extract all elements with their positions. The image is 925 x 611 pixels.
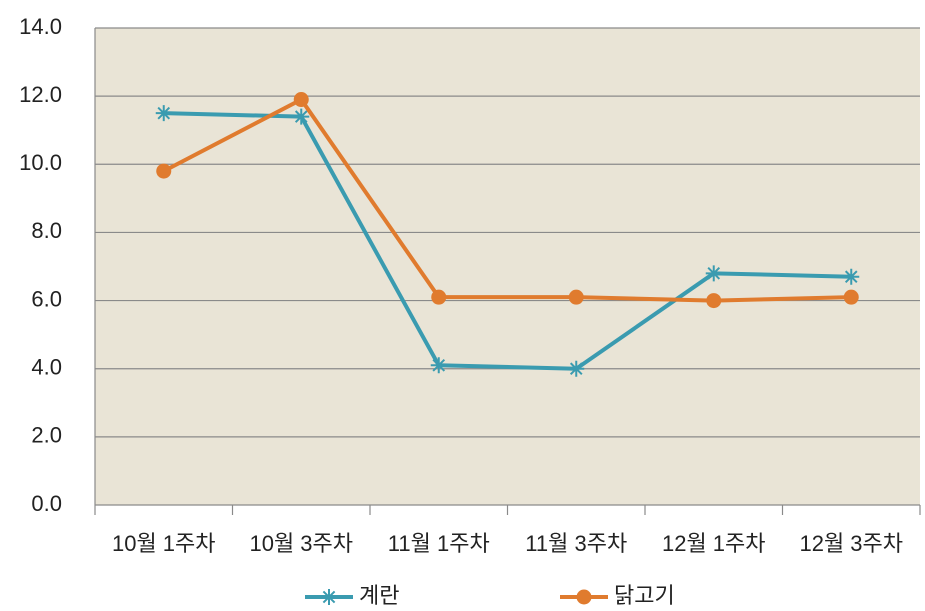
marker — [568, 289, 584, 305]
marker — [568, 360, 585, 377]
marker — [705, 265, 722, 282]
x-tick-label: 10월 1주차 — [112, 531, 216, 556]
series-line — [162, 97, 852, 303]
x-tick-label: 12월 3주차 — [799, 531, 903, 556]
x-tick-label: 10월 3주차 — [249, 531, 353, 556]
x-tick-label: 11월 3주차 — [525, 531, 627, 556]
y-tick-label: 12.0 — [19, 82, 62, 107]
y-tick-label: 2.0 — [31, 423, 62, 448]
legend-label: 계란 — [359, 583, 399, 608]
marker — [156, 163, 172, 179]
marker — [430, 357, 447, 374]
marker — [293, 92, 309, 108]
legend-label: 닭고기 — [614, 583, 675, 608]
plot-area — [95, 28, 920, 505]
x-tick-label: 12월 1주차 — [662, 531, 766, 556]
y-tick-label: 10.0 — [19, 150, 62, 175]
x-tick-label: 11월 1주차 — [388, 531, 490, 556]
y-tick-label: 0.0 — [31, 491, 62, 516]
marker — [843, 268, 860, 285]
y-tick-label: 8.0 — [31, 218, 62, 243]
marker — [576, 589, 592, 605]
marker — [321, 589, 337, 605]
y-tick-label: 6.0 — [31, 286, 62, 311]
marker — [293, 108, 310, 125]
series-line — [163, 111, 852, 371]
marker — [431, 289, 447, 305]
y-tick-label: 14.0 — [19, 14, 62, 39]
y-tick-label: 4.0 — [31, 355, 62, 380]
marker — [155, 105, 172, 122]
marker — [706, 293, 722, 309]
marker — [843, 289, 859, 305]
